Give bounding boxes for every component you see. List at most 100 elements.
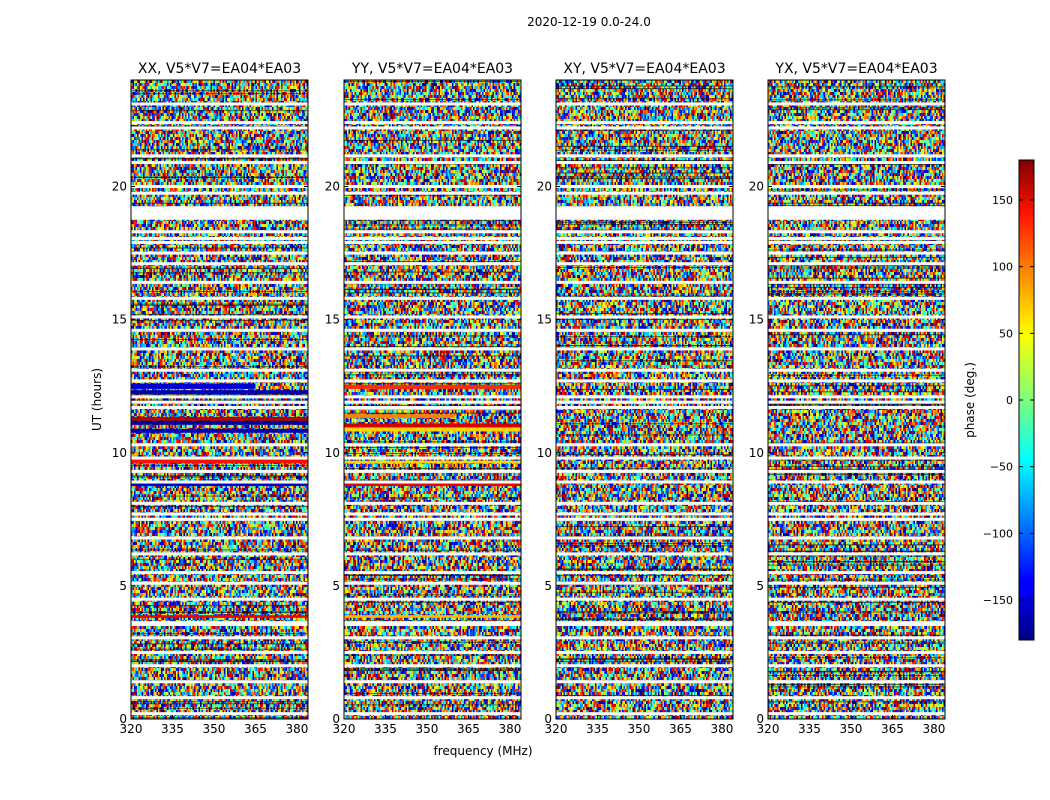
flagged-row: [344, 664, 521, 668]
flagged-row: [344, 379, 521, 383]
flagged-row: [344, 621, 521, 625]
flagged-row: [131, 712, 308, 716]
flagged-row: [556, 512, 733, 516]
stripe-row: [768, 391, 945, 393]
coherent-band: [131, 390, 308, 395]
stripe-row: [556, 611, 733, 613]
stripe-row: [768, 109, 945, 111]
stripe-row: [768, 550, 945, 552]
panel-title: YY, V5*V7=EA04*EA03: [351, 61, 513, 77]
stripe-row: [768, 474, 945, 476]
stripe-row: [131, 110, 308, 112]
flagged-row: [768, 400, 945, 404]
y-tick-label: 20: [325, 180, 340, 194]
axes-frame: [343, 79, 522, 720]
stripe-row: [768, 642, 945, 644]
flagged-row: [344, 395, 521, 399]
stripe-row: [556, 661, 733, 663]
stripe-row: [556, 543, 733, 545]
x-tick-label: 365: [457, 722, 480, 736]
stripe-row: [131, 339, 308, 341]
flagged-row: [131, 395, 308, 399]
stripe-row: [131, 291, 308, 293]
flagged-row: [556, 552, 733, 556]
coherent-band: [131, 615, 308, 618]
stripe-row: [344, 620, 521, 622]
flagged-row: [131, 347, 308, 351]
flagged-row: [344, 230, 521, 234]
stripe-row: [344, 404, 521, 406]
y-tick-label: 0: [756, 712, 764, 726]
y-tick-label: 10: [325, 446, 340, 460]
flagged-row: [131, 664, 308, 668]
stripe-row: [768, 459, 945, 461]
x-tick-label: 365: [881, 722, 904, 736]
flagged-row: [344, 400, 521, 404]
flagged-row: [556, 712, 733, 716]
flagged-row: [556, 251, 733, 255]
flagged-row: [131, 368, 308, 372]
stripe-row: [556, 575, 733, 577]
stripe-row: [768, 701, 945, 703]
flagged-row: [768, 536, 945, 540]
flagged-row: [344, 296, 521, 300]
flagged-row: [131, 581, 308, 585]
coherent-band: [131, 483, 308, 487]
flagged-row: [768, 597, 945, 601]
stripe-row: [556, 345, 733, 347]
x-tick-label: 350: [203, 722, 226, 736]
flagged-row: [131, 185, 308, 188]
stripe-row: [344, 194, 521, 196]
flagged-row: [768, 395, 945, 399]
stripe-row: [344, 271, 521, 273]
stripe-row: [131, 314, 308, 316]
flagged-row: [768, 154, 945, 158]
flagged-row: [768, 240, 945, 244]
stripe-row: [131, 202, 308, 204]
x-tick-label: 320: [545, 722, 568, 736]
flagged-row: [556, 480, 733, 484]
coherent-band: [344, 427, 521, 432]
stripe-row: [131, 717, 308, 719]
flagged-row: [131, 126, 308, 130]
stripe-row: [344, 468, 521, 470]
colorbar-tick-label: 50: [999, 327, 1013, 340]
coherent-band: [344, 384, 521, 389]
flagged-row: [131, 622, 308, 626]
flagged-row: [768, 480, 945, 484]
flagged-row: [131, 280, 308, 284]
stripe-row: [768, 293, 945, 295]
stripe-row: [344, 654, 521, 656]
flagged-row: [556, 636, 733, 640]
panel-title: XX, V5*V7=EA04*EA03: [138, 61, 301, 77]
stripe-row: [768, 670, 945, 672]
flagged-row: [344, 368, 521, 372]
flagged-row: [556, 581, 733, 585]
y-tick-label: 5: [756, 579, 764, 593]
stripe-row: [768, 86, 945, 88]
flagged-row: [344, 154, 521, 158]
y-tick-label: 20: [537, 180, 552, 194]
flagged-row: [768, 262, 945, 266]
stripe-row: [344, 228, 521, 230]
flagged-row: [131, 251, 308, 255]
stripe-row: [344, 669, 521, 671]
colorbar-tick-label: −150: [983, 594, 1013, 607]
panel-title: XY, V5*V7=EA04*EA03: [563, 61, 725, 77]
flagged-row: [344, 191, 521, 195]
flagged-row: [556, 236, 733, 240]
flagged-row: [131, 328, 308, 332]
stripe-row: [344, 574, 521, 576]
stripe-row: [344, 479, 521, 481]
stripe-row: [768, 334, 945, 336]
stripe-row: [344, 549, 521, 551]
flagged-row: [556, 597, 733, 601]
flagged-row: [344, 185, 521, 188]
stripe-row: [768, 99, 945, 101]
stripe-row: [131, 320, 308, 322]
flagged-row: [768, 581, 945, 585]
stripe-row: [131, 707, 308, 709]
flagged-row: [768, 315, 945, 319]
flagged-row: [556, 121, 733, 125]
